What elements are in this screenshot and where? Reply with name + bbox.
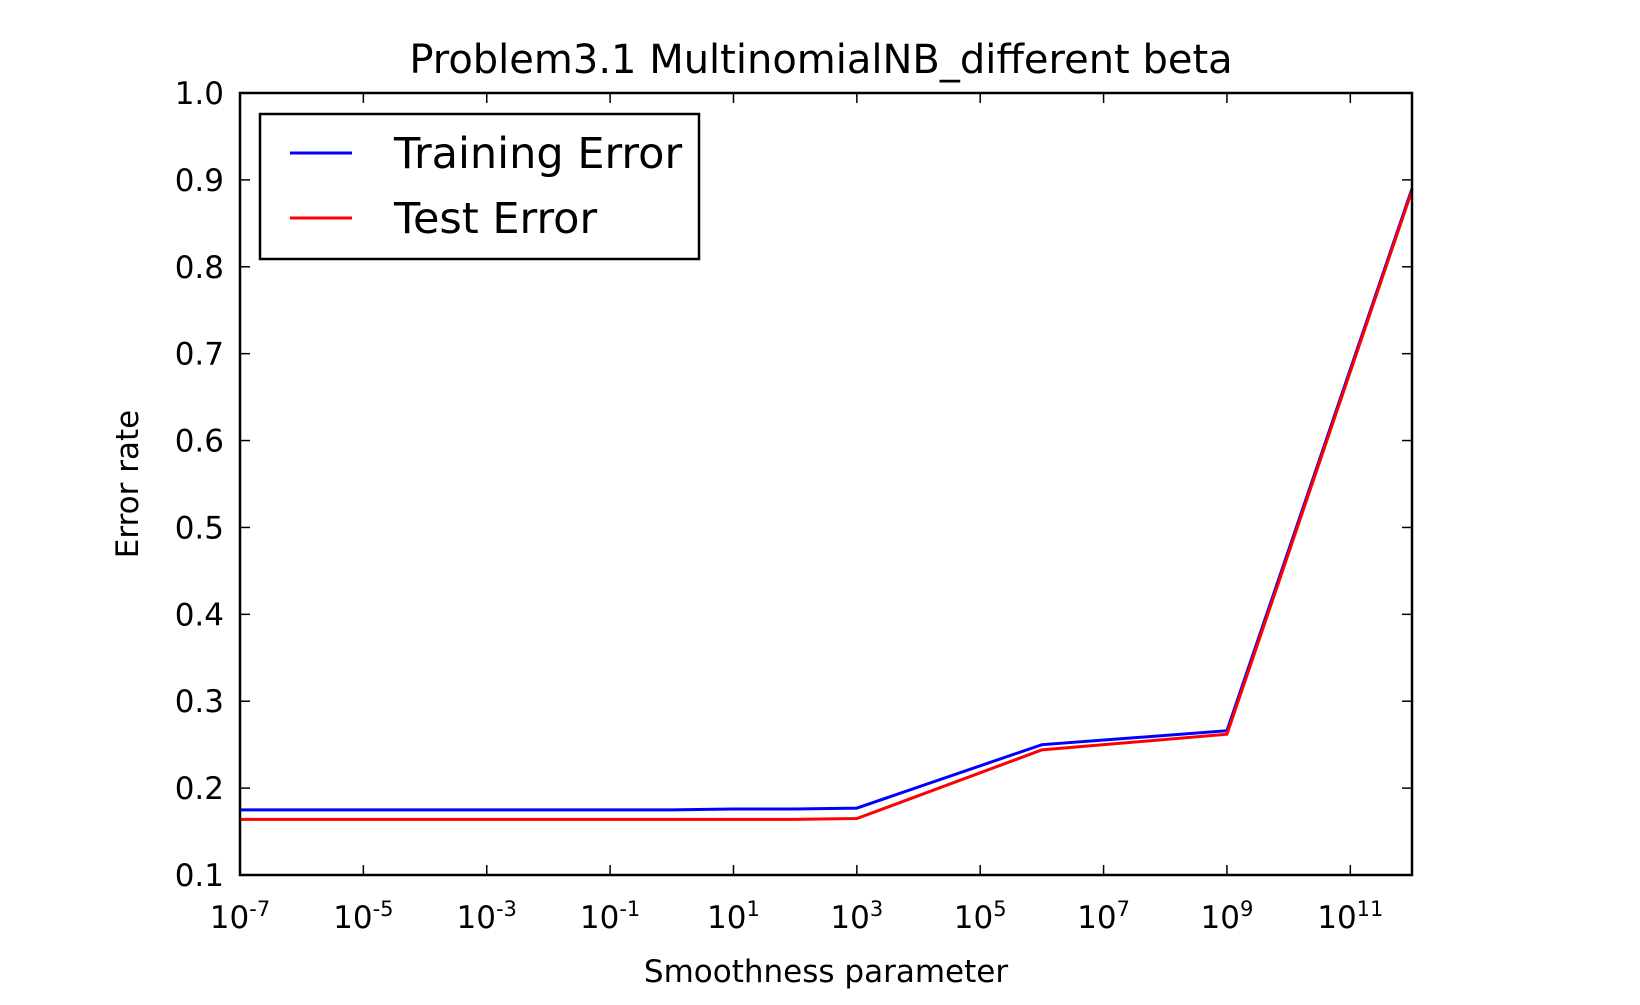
y-tick-label: 0.2 — [175, 771, 224, 807]
y-tick-label: 0.4 — [175, 597, 224, 633]
x-tick-label: 10-5 — [333, 897, 393, 936]
x-tick-label: 10-7 — [210, 897, 270, 936]
series-layer — [239, 188, 1414, 821]
legend-box — [258, 112, 701, 261]
x-axis-label: Smoothness parameter — [644, 954, 1008, 990]
legend: Training Error Test Error — [258, 112, 701, 261]
legend-label: Training Error — [393, 129, 682, 179]
y-tick-label: 0.6 — [175, 424, 224, 460]
series-line-0 — [240, 188, 1414, 812]
x-tick-label: 10-1 — [580, 897, 640, 936]
chart-title: Problem3.1 MultinomialNB_different beta — [409, 37, 1232, 83]
y-tick-label: 0.8 — [175, 250, 224, 286]
x-tick-label: 10-3 — [457, 897, 517, 936]
x-tick-label: 107 — [1077, 897, 1130, 936]
x-axis: 10-7 10-5 10-3 10-1 101 103 105 107 109 1011 — [210, 93, 1383, 936]
y-tick-label: 1.0 — [175, 76, 224, 112]
y-tick-label: 0.7 — [175, 337, 224, 373]
x-tick-label: 101 — [707, 897, 760, 936]
x-tick-label: 103 — [830, 897, 883, 936]
y-tick-label: 0.5 — [175, 510, 224, 546]
y-tick-label: 0.9 — [175, 163, 224, 199]
x-tick-label: 1011 — [1317, 897, 1383, 936]
legend-label: Test Error — [393, 194, 597, 244]
y-tick-label: 0.1 — [175, 858, 224, 894]
y-axis: 0.1 0.2 0.3 0.4 0.5 0.6 0.7 0.8 0.9 1.0 — [175, 76, 1412, 894]
x-tick-label: 105 — [954, 897, 1007, 936]
y-tick-label: 0.3 — [175, 684, 224, 720]
plot-frame — [238, 91, 1414, 877]
y-axis-label: Error rate — [110, 410, 146, 558]
series-line-1 — [240, 189, 1414, 821]
x-tick-label: 109 — [1201, 897, 1254, 936]
